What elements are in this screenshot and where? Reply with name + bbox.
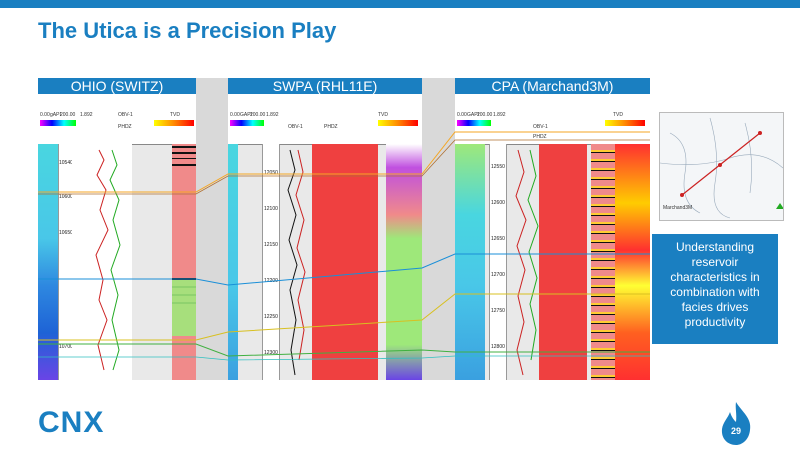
cnx-logo: CNX [38, 406, 105, 439]
header-value: 200.00 [60, 112, 76, 118]
callout-line: characteristics in [670, 270, 760, 284]
color-scale-bar [378, 120, 418, 126]
header-value: PHDZ [118, 124, 132, 130]
lithology-track [172, 144, 196, 380]
depth-label: 12650 [491, 236, 505, 242]
header-value: 200.00 [250, 112, 266, 118]
lithology-track [591, 144, 615, 380]
yellow-correlation-line [38, 293, 650, 341]
color-scale-bar [230, 120, 264, 126]
header-value: PHDZ [324, 124, 338, 130]
header-value: 0.00 [40, 112, 50, 118]
brown-correlation-line [38, 139, 650, 195]
depth-label: 12600 [491, 200, 505, 206]
panel-title: CPA (Marchand3M) [455, 78, 650, 94]
log-header: 0.00 GAPI 200.00 1.892 OBV-1 PHDZ TVD [455, 94, 650, 145]
depth-label: 10600 [59, 194, 73, 200]
gamma-track [455, 144, 485, 380]
header-value: OBV-1 [533, 124, 548, 130]
depth-label: 12150 [264, 242, 278, 248]
header-value: OBV-1 [288, 124, 303, 130]
header-value: 200.00 [477, 112, 493, 118]
color-scale-bar [40, 120, 76, 126]
header-value: OBV-1 [118, 112, 133, 118]
depth-label: 12750 [491, 308, 505, 314]
gamma-track [228, 144, 238, 380]
res-curve [295, 149, 306, 361]
header-value: 1.892 [493, 112, 506, 118]
depth-label: 12800 [491, 344, 505, 350]
res-curve [527, 149, 539, 361]
depth-label: 12050 [264, 170, 278, 176]
callout-line: productivity [684, 315, 746, 329]
header-value: 1.892 [80, 112, 93, 118]
well-log-panel-cpa: CPA (Marchand3M) 0.00 GAPI 200.00 1.892 … [455, 78, 650, 380]
color-scale-bar [457, 120, 491, 126]
depth-label: 10540 [59, 160, 73, 166]
header-value: GAPI [467, 112, 479, 118]
green-correlation-line [38, 343, 650, 357]
slide-title: The Utica is a Precision Play [38, 18, 337, 43]
callout-line: Understanding [675, 240, 755, 254]
map-label: Marchand3M [663, 205, 693, 211]
log-tracks: 12550 12600 12650 12700 12750 12800 [455, 144, 650, 380]
callout-line: reservoir [691, 255, 739, 269]
location-map: Marchand3M [659, 112, 784, 221]
log-header: 0.00 gAPI 200.00 1.892 OBV-1 PHDZ TVD [38, 94, 196, 145]
header-value: 0.00 [230, 112, 240, 118]
header-value: 0.00 [457, 112, 467, 118]
depth-label: 12700 [491, 272, 505, 278]
gamma-track [38, 144, 58, 380]
header-value: PHDZ [533, 134, 547, 140]
well-log-panel-swpa: SWPA (RHL11E) 0.00 GAPI 200.00 1.892 OBV… [228, 78, 422, 380]
depth-label: 12250 [264, 314, 278, 320]
header-value: gAPI [50, 112, 61, 118]
panel-title: OHIO (SWITZ) [38, 78, 196, 94]
header-value: GAPI [240, 112, 252, 118]
resistivity-track [539, 144, 587, 380]
log-header: 0.00 GAPI 200.00 1.892 OBV-1 PHDZ TVD [228, 94, 422, 145]
resistivity-track [312, 144, 378, 380]
gr-curve [515, 149, 527, 376]
depth-label: 12550 [491, 164, 505, 170]
depth-label: 10700 [59, 344, 73, 350]
log-tracks: 12050 12100 12150 12200 12250 12300 [228, 144, 422, 380]
facies-track [615, 144, 650, 380]
header-value: TVD [378, 112, 388, 118]
callout-box: Understanding reservoir characteristics … [652, 234, 778, 344]
header-value: TVD [170, 112, 180, 118]
callout-line: combination with [670, 285, 760, 299]
depth-track [262, 144, 280, 380]
north-arrow-icon [776, 203, 784, 209]
flame-icon [721, 402, 751, 445]
well-log-panel-ohio: OHIO (SWITZ) 0.00 gAPI 200.00 1.892 OBV-… [38, 78, 196, 380]
header-value: TVD [613, 112, 623, 118]
panel-gap [422, 78, 455, 380]
res-curve [109, 149, 121, 371]
panel-gap [196, 78, 228, 380]
gr-curve [287, 149, 298, 376]
map-drawing [659, 117, 784, 219]
page-number: 29 [730, 426, 741, 436]
facies-green-zone [172, 280, 196, 336]
depth-track [489, 144, 507, 380]
orange-correlation-line [38, 131, 650, 193]
header-value: 1.892 [266, 112, 279, 118]
depth-label: 10650 [59, 230, 73, 236]
blue-correlation-line [38, 253, 650, 286]
callout-line: facies drives [681, 300, 749, 314]
gr-curve [95, 149, 109, 371]
depth-label: 12300 [264, 350, 278, 356]
top-accent-bar [0, 0, 800, 8]
panel-title: SWPA (RHL11E) [228, 78, 422, 94]
cyan-correlation-line [38, 355, 650, 361]
lithology-track [386, 144, 422, 380]
color-scale-bar [154, 120, 194, 126]
depth-label: 12100 [264, 206, 278, 212]
color-scale-bar [605, 120, 645, 126]
